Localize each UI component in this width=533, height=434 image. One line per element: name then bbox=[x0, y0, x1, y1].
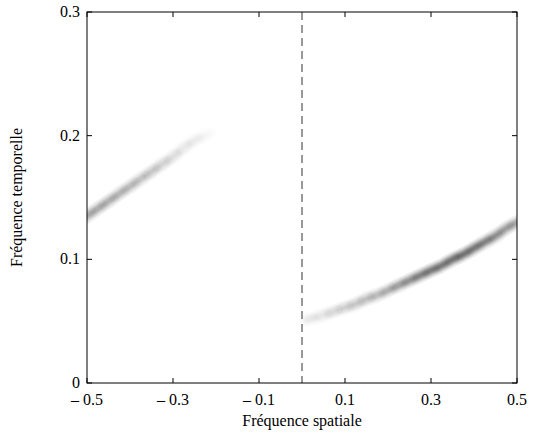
x-tick-label: 0.1 bbox=[335, 391, 355, 408]
y-tick-label: 0.2 bbox=[60, 127, 80, 144]
chart: – 0.5 – 0.3 – 0.1 0.1 0.3 0.5 0 0.1 0.2 0.3 Fréque… bbox=[0, 0, 533, 434]
x-tick bbox=[345, 378, 346, 383]
y-tick bbox=[87, 259, 92, 260]
y-tick bbox=[87, 135, 92, 136]
x-tick-label: – 0.1 bbox=[242, 391, 275, 408]
x-tick bbox=[87, 378, 88, 383]
y-axis-title: Fréquence temporelle bbox=[8, 128, 26, 267]
x-tick bbox=[345, 12, 346, 17]
y-tick bbox=[87, 12, 92, 13]
reference-line bbox=[302, 12, 303, 383]
y-tick-label: 0.1 bbox=[60, 250, 80, 267]
x-tick bbox=[517, 378, 518, 383]
y-tick-label: 0.3 bbox=[60, 3, 80, 20]
plot-background bbox=[87, 12, 517, 383]
y-tick-label: 0 bbox=[72, 374, 80, 391]
y-tick bbox=[512, 259, 517, 260]
y-tick bbox=[512, 12, 517, 13]
x-tick bbox=[431, 378, 432, 383]
band-point bbox=[507, 215, 517, 230]
frame bbox=[87, 12, 517, 383]
x-tick bbox=[517, 12, 518, 17]
band-point bbox=[196, 129, 215, 143]
x-tick bbox=[431, 12, 432, 17]
y-tick bbox=[87, 383, 92, 384]
x-tick bbox=[259, 378, 260, 383]
x-tick-label: – 0.5 bbox=[70, 391, 103, 408]
x-tick bbox=[173, 12, 174, 17]
y-tick bbox=[512, 135, 517, 136]
x-tick bbox=[259, 12, 260, 17]
x-tick-label: – 0.3 bbox=[156, 391, 189, 408]
x-tick-label: 0.5 bbox=[507, 391, 527, 408]
y-tick bbox=[512, 383, 517, 384]
x-axis-title: Fréquence spatiale bbox=[242, 412, 362, 430]
x-tick-label: 0.3 bbox=[421, 391, 441, 408]
x-tick bbox=[87, 12, 88, 17]
x-tick bbox=[173, 378, 174, 383]
marks bbox=[87, 12, 517, 383]
